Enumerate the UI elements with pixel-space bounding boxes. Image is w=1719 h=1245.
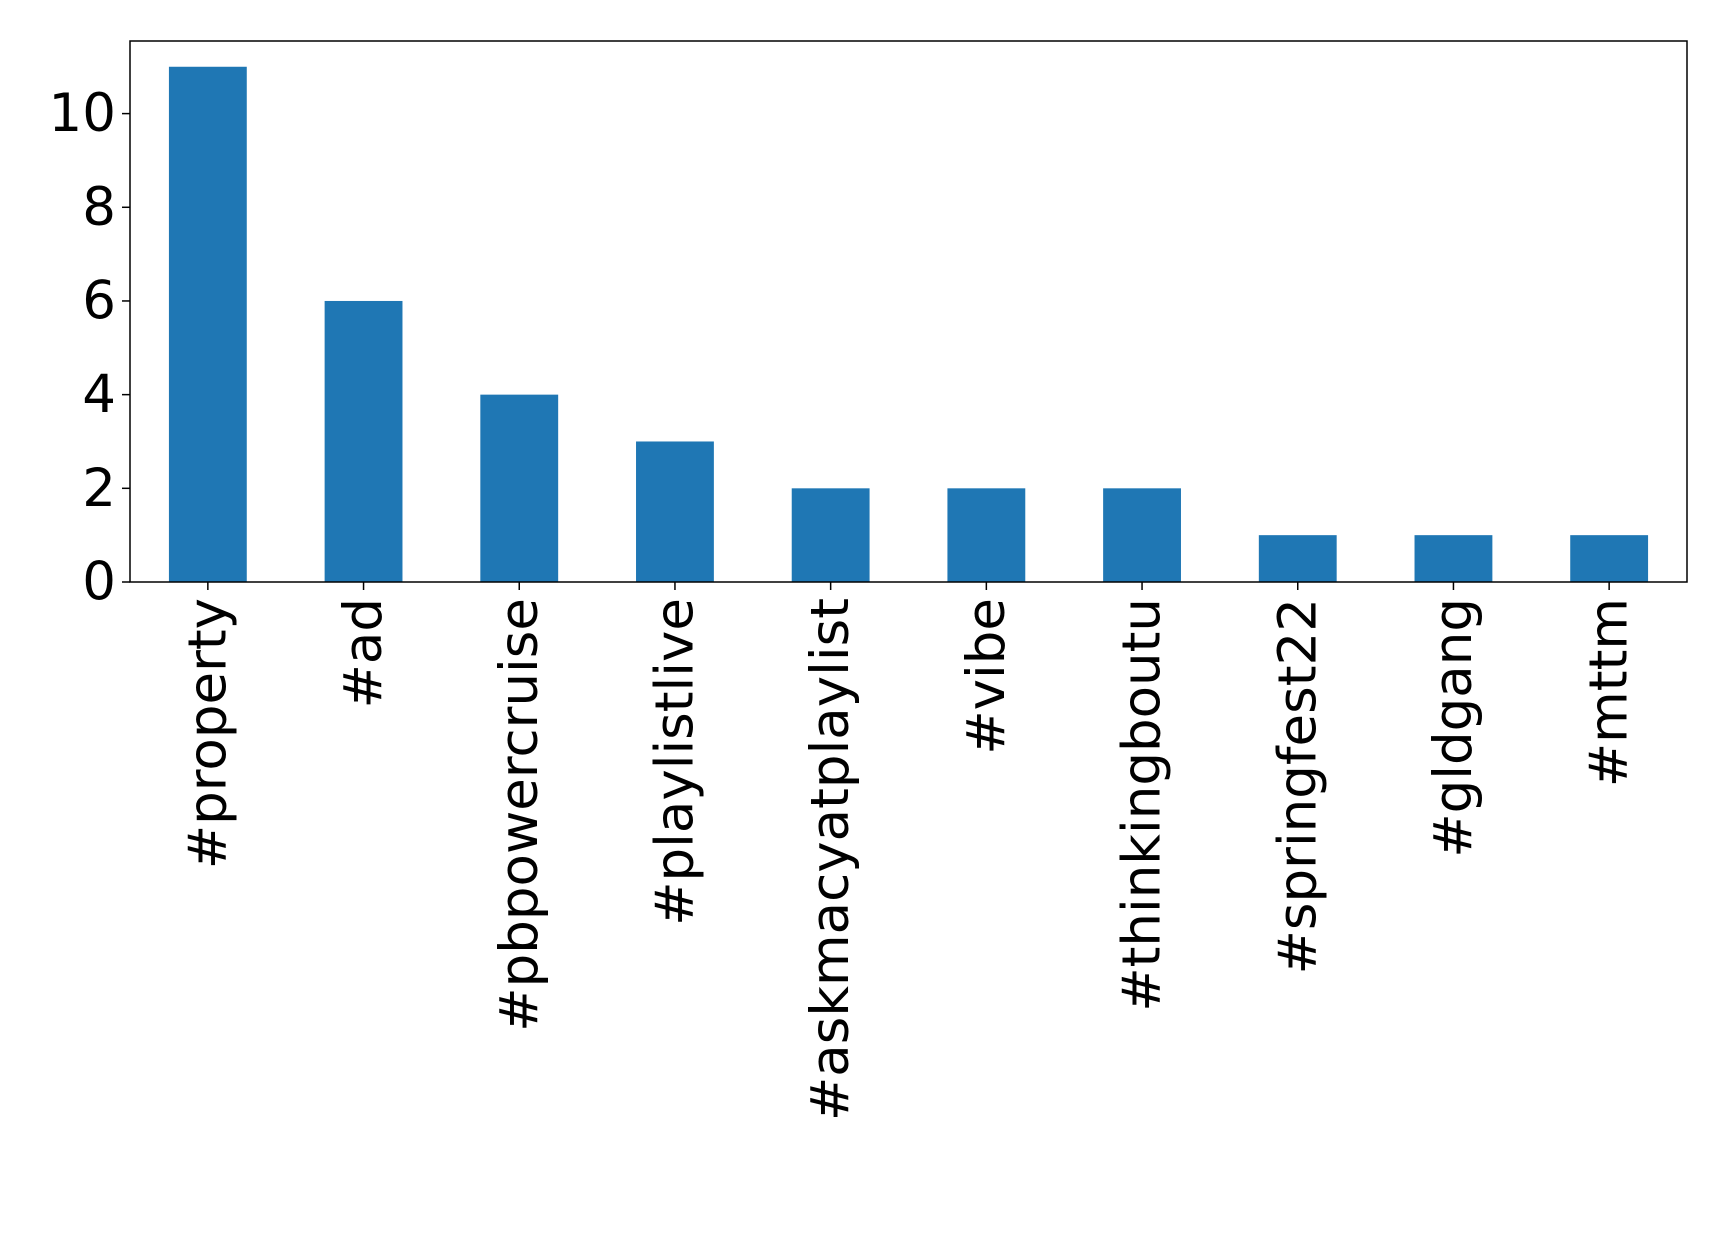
y-tick-label: 2 [82, 458, 116, 519]
x-tick-label: #pbpowercruise [489, 598, 550, 1032]
bar [1258, 535, 1337, 582]
y-tick-label: 6 [82, 270, 116, 331]
bar [636, 441, 714, 582]
x-tick-label: #ad [333, 598, 394, 709]
bar [1414, 535, 1493, 582]
y-tick-label: 8 [82, 177, 116, 238]
y-tick-label: 0 [82, 552, 116, 613]
bar [1570, 535, 1649, 582]
x-tick-label: #mttm [1579, 598, 1640, 787]
x-tick-label: #property [177, 598, 238, 869]
bar [1103, 488, 1181, 582]
bar [324, 300, 403, 582]
bar [791, 488, 870, 582]
x-tick-label: #playlistlive [644, 598, 705, 926]
y-tick-label: 10 [49, 83, 116, 144]
x-tick-label: #askmacyatplaylist [800, 598, 861, 1121]
bar [947, 488, 1026, 582]
bar [168, 66, 247, 582]
x-tick-label: #vibe [956, 598, 1017, 755]
bar [480, 394, 559, 582]
x-tick-label: #thinkingboutu [1112, 598, 1173, 1012]
x-tick-label: #gldgang [1423, 598, 1484, 858]
x-tick-label: #springfest22 [1267, 598, 1328, 975]
plot-frame [129, 40, 1688, 583]
y-tick-label: 4 [82, 364, 116, 425]
